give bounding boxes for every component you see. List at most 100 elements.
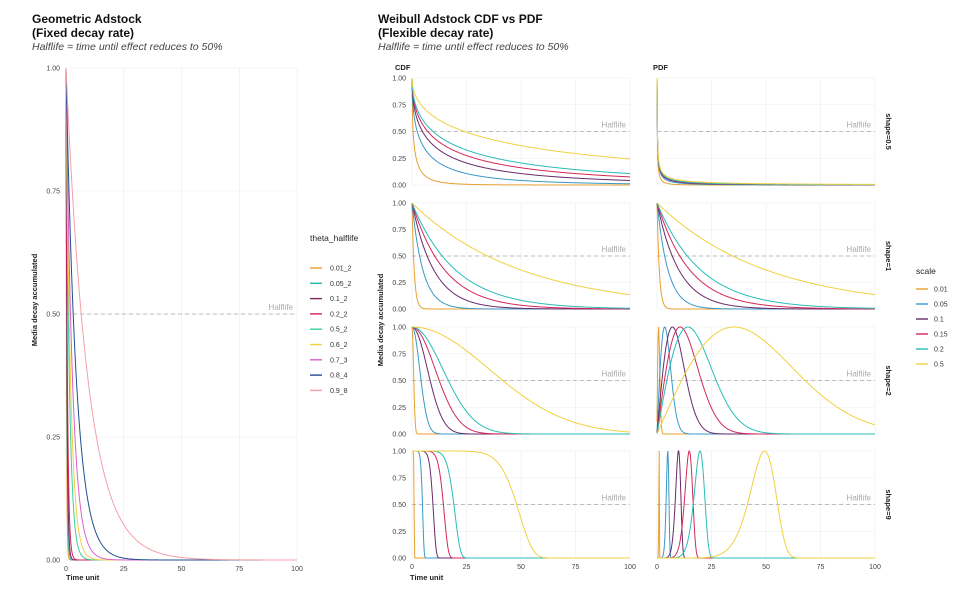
geometric-x-tick-label: 0 (64, 566, 68, 573)
weibull-cdf-row3-y-tick-label: 0.25 (392, 529, 406, 536)
weibull-chart-title: Weibull Adstock CDF vs PDF (378, 12, 543, 26)
weibull-pdf-row2-halflife-label: Halflife (847, 370, 872, 379)
weibull-cdf-row0-y-tick-label: 0.00 (392, 183, 406, 190)
weibull-legend-label: 0.01 (934, 287, 948, 294)
weibull-pdf-row0-halflife-label: Halflife (847, 121, 872, 130)
weibull-pdf-row1-series-0.5 (656, 202, 876, 296)
geometric-legend-label: 0.8_4 (330, 373, 348, 380)
weibull-cdf-row2-y-tick-label: 0.25 (392, 405, 406, 412)
weibull-cdf-row3-x-tick-label: 100 (624, 564, 636, 571)
weibull-cdf-row1-y-tick-label: 0.00 (392, 307, 406, 314)
weibull-cdf-row2-y-tick-label: 1.00 (392, 325, 406, 332)
geometric-legend-label: 0.05_2 (330, 281, 352, 288)
weibull-cdf-row1-series-0.2 (411, 202, 631, 309)
weibull-cdf-row1-y-tick-label: 0.50 (392, 254, 406, 261)
weibull-x-axis-label: Time unit (410, 573, 444, 582)
facet-header-cdf: CDF (395, 63, 411, 72)
weibull-pdf-row3-x-tick-label: 25 (708, 564, 716, 571)
weibull-cdf-row1-y-tick-label: 1.00 (392, 201, 406, 208)
geometric-x-axis-label: Time unit (66, 573, 100, 582)
geometric-y-axis-label: Media decay accumulated (30, 253, 39, 346)
weibull-pdf-row1-series-0.15 (656, 202, 875, 310)
plot-layer: 0.000.250.500.751.000 25 50 75 100Halflife0.… (46, 66, 947, 574)
weibull-legend-label: 0.5 (934, 362, 944, 369)
weibull-pdf-row2-series-0.5 (656, 326, 876, 434)
weibull-legend-label: 0.2 (934, 347, 944, 354)
geometric-legend-label: 0.6_2 (330, 342, 348, 349)
weibull-pdf-row3-series-0.5 (657, 450, 875, 559)
weibull-cdf-row0-series-0.01 (411, 77, 630, 186)
geometric-chart-title: Geometric Adstock (32, 12, 142, 26)
weibull-cdf-row0-y-tick-label: 0.25 (392, 156, 406, 163)
weibull-cdf-row2-y-tick-label: 0.00 (392, 432, 406, 439)
geometric-legend-label: 0.7_3 (330, 357, 348, 364)
weibull-cdf-row0-y-tick-label: 1.00 (392, 76, 406, 83)
geometric-y-tick-label: 0.25 (46, 435, 60, 442)
weibull-cdf-row0-y-tick-label: 0.75 (392, 102, 406, 109)
geometric-y-tick-label: 1.00 (46, 66, 60, 73)
weibull-cdf-row2-series-0.2 (411, 326, 630, 435)
weibull-cdf-row0-halflife-label: Halflife (602, 121, 627, 130)
weibull-cdf-row1-series-0.5 (411, 202, 631, 296)
weibull-cdf-row2-y-tick-label: 0.75 (392, 351, 406, 358)
weibull-cdf-row3-y-tick-label: 0.00 (392, 556, 406, 563)
geometric-legend-label: 0.9_8 (330, 388, 348, 395)
geometric-halflife-label: Halflife (269, 303, 294, 312)
weibull-cdf-row1-y-tick-label: 0.75 (392, 227, 406, 234)
weibull-cdf-row2-y-tick-label: 0.50 (392, 378, 406, 385)
weibull-y-axis-label: Media decay accumulated (376, 273, 385, 366)
geometric-legend-title: theta_halflife (310, 233, 358, 243)
weibull-legend-label: 0.05 (934, 302, 948, 309)
weibull-legend-label: 0.1 (934, 317, 944, 324)
weibull-pdf-row3-x-tick-label: 0 (655, 564, 659, 571)
geometric-legend-label: 0.5_2 (330, 327, 348, 334)
weibull-chart-caption: Halflife = time until effect reduces to … (378, 41, 569, 53)
geometric-legend-label: 0.1_2 (330, 296, 348, 303)
weibull-pdf-row3-x-tick-label: 50 (762, 564, 770, 571)
facet-header-pdf: PDF (653, 63, 668, 72)
weibull-legend-label: 0.15 (934, 332, 948, 339)
weibull-pdf-row2-series-0.2 (656, 326, 875, 435)
weibull-cdf-row3-y-tick-label: 0.75 (392, 475, 406, 482)
facet-strip-shape: shape=1 (884, 241, 893, 271)
geometric-legend-label: 0.01_2 (330, 266, 352, 273)
weibull-cdf-row1-series-0.15 (411, 202, 631, 310)
geometric-x-tick-label: 25 (120, 566, 128, 573)
weibull-cdf-row3-x-tick-label: 50 (517, 564, 525, 571)
weibull-cdf-row3-halflife-label: Halflife (602, 494, 627, 503)
geometric-legend-label: 0.2_2 (330, 311, 348, 318)
geometric-y-tick-label: 0.50 (46, 312, 60, 319)
weibull-chart-subtitle: (Flexible decay rate) (378, 26, 493, 40)
weibull-pdf-row1-series-0.2 (656, 202, 876, 309)
geometric-x-tick-label: 100 (291, 566, 303, 573)
weibull-pdf-row3-x-tick-label: 75 (817, 564, 825, 571)
weibull-cdf-row3-y-tick-label: 0.50 (392, 502, 406, 509)
weibull-pdf-row1-halflife-label: Halflife (847, 245, 872, 254)
geometric-x-tick-label: 50 (178, 566, 186, 573)
geometric-x-tick-label: 75 (235, 566, 243, 573)
facet-strip-shape: shape=9 (884, 489, 893, 519)
weibull-cdf-row3-series-0.5 (412, 450, 630, 559)
weibull-cdf-row1-y-tick-label: 0.25 (392, 280, 406, 287)
geometric-series-0.9_8 (65, 67, 297, 561)
weibull-cdf-row3-x-tick-label: 25 (463, 564, 471, 571)
facet-strip-shape: shape=2 (884, 365, 893, 395)
weibull-cdf-row3-x-tick-label: 75 (572, 564, 580, 571)
geometric-y-tick-label: 0.00 (46, 558, 60, 565)
weibull-cdf-row3-x-tick-label: 0 (410, 564, 414, 571)
weibull-cdf-row0-y-tick-label: 0.50 (392, 129, 406, 136)
weibull-cdf-row2-halflife-label: Halflife (602, 370, 627, 379)
geometric-chart-subtitle: (Fixed decay rate) (32, 26, 134, 40)
weibull-cdf-row3-y-tick-label: 1.00 (392, 449, 406, 456)
weibull-legend-title: scale (916, 266, 936, 276)
weibull-cdf-row0-series-0.5 (411, 77, 631, 160)
geometric-chart-caption: Halflife = time until effect reduces to … (32, 41, 223, 53)
weibull-pdf-row0-series-0.5 (656, 77, 875, 185)
weibull-cdf-row0-series-0.05 (411, 77, 631, 185)
weibull-cdf-row0-series-0.2 (411, 77, 631, 175)
weibull-cdf-row0-series-0.15 (411, 77, 631, 178)
weibull-pdf-row3-halflife-label: Halflife (847, 494, 872, 503)
weibull-cdf-row1-halflife-label: Halflife (602, 245, 627, 254)
facet-strip-shape: shape=0.5 (884, 113, 893, 149)
